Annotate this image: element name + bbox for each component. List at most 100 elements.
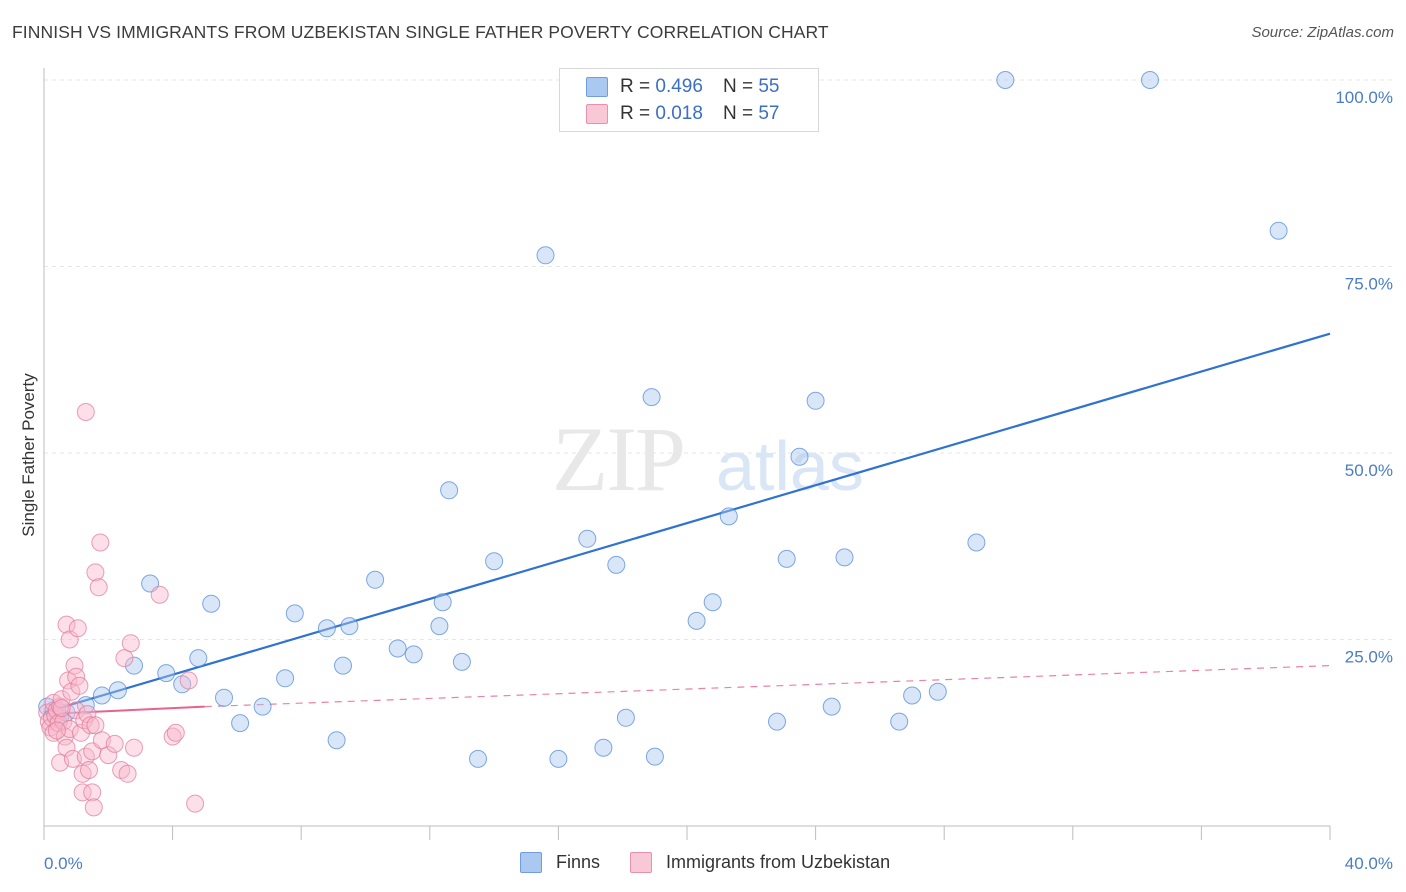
legend-n-label: N = <box>722 76 754 97</box>
point-finns <box>92 686 111 705</box>
point-finns <box>1141 71 1159 89</box>
y-tick-label: 50.0% <box>1345 461 1393 480</box>
y-tick-label: 100.0% <box>1335 88 1393 107</box>
point-finns <box>768 712 786 731</box>
point-finns <box>433 593 452 612</box>
point-finns <box>578 529 597 548</box>
point-finns <box>806 391 825 410</box>
gridlines <box>44 79 1395 640</box>
legend-r-value: 0.496 <box>655 76 703 97</box>
x-tick-label: 0.0% <box>44 854 83 873</box>
point-finns <box>616 708 635 727</box>
x-tick-label: 40.0% <box>1345 854 1393 873</box>
point-uzbekistan <box>57 615 76 634</box>
point-finns <box>996 71 1015 89</box>
point-uzbekistan <box>83 783 102 802</box>
point-finns <box>202 594 221 613</box>
point-finns <box>645 747 664 766</box>
point-uzbekistan <box>80 761 98 779</box>
point-uzbekistan <box>91 533 110 552</box>
point-uzbekistan <box>150 585 169 604</box>
point-finns <box>430 617 449 636</box>
legend-row-uzbekistan: R = 0.018 N = 57 <box>586 102 779 126</box>
point-uzbekistan <box>179 671 198 690</box>
point-finns <box>594 738 613 757</box>
point-uzbekistan <box>57 738 76 757</box>
legend-row-finns: R = 0.496 N = 55 <box>586 75 779 99</box>
point-finns <box>967 533 986 552</box>
legend-n-value: 57 <box>758 103 780 124</box>
point-finns <box>1269 221 1288 240</box>
point-finns <box>903 686 922 705</box>
point-finns <box>157 664 176 683</box>
tick-labels: 100.0% 75.0% 50.0% 25.0% 0.0% 40.0% <box>44 88 1393 873</box>
point-finns <box>452 652 471 671</box>
y-tick-label: 25.0% <box>1345 648 1393 667</box>
axes <box>43 68 1331 840</box>
point-finns <box>719 507 738 526</box>
point-finns <box>642 388 661 407</box>
legend-item-uzbekistan[interactable]: Immigrants from Uzbekistan <box>630 852 890 873</box>
trend-line-extended-uzbekistan <box>204 665 1331 708</box>
source-label: Source: ZipAtlas.com <box>1251 24 1394 41</box>
point-finns <box>215 688 233 707</box>
point-uzbekistan <box>86 716 105 735</box>
point-finns <box>549 749 568 768</box>
watermark: ZIP atlas <box>552 408 864 510</box>
point-finns <box>835 548 854 567</box>
chart-title: FINNISH VS IMMIGRANTS FROM UZBEKISTAN SI… <box>12 22 829 42</box>
point-finns <box>822 697 841 716</box>
point-finns <box>777 549 796 568</box>
point-finns <box>108 681 127 700</box>
legend-swatch-finns <box>586 77 608 97</box>
y-axis-title: Single Father Poverty <box>19 373 38 537</box>
point-finns <box>189 649 208 668</box>
point-uzbekistan <box>121 634 140 653</box>
point-finns <box>485 552 504 571</box>
point-uzbekistan <box>54 712 73 731</box>
point-finns <box>253 697 272 716</box>
point-uzbekistan <box>73 783 92 802</box>
point-finns <box>687 611 706 630</box>
point-uzbekistan <box>68 619 87 638</box>
point-finns <box>231 714 250 733</box>
legend-swatch-uzbekistan <box>630 852 653 873</box>
series-legend: Finns Immigrants from Uzbekistan <box>520 852 920 873</box>
point-uzbekistan <box>186 794 205 813</box>
point-finns <box>327 731 346 750</box>
stats-legend: R = 0.496 N = 55 R = 0.018 N = 57 <box>559 68 819 132</box>
point-uzbekistan <box>166 723 185 742</box>
legend-n-label: N = <box>722 103 754 124</box>
point-finns <box>790 447 809 466</box>
point-uzbekistan <box>81 716 100 735</box>
point-finns <box>607 555 626 574</box>
point-uzbekistan <box>52 699 71 718</box>
point-uzbekistan <box>70 676 89 695</box>
point-finns <box>285 604 304 623</box>
trend-line-uzbekistan <box>43 705 205 716</box>
point-finns <box>317 619 336 638</box>
legend-r-label: R = <box>620 76 651 97</box>
point-uzbekistan <box>86 563 105 582</box>
point-uzbekistan <box>99 746 118 765</box>
point-finns <box>125 656 143 675</box>
legend-swatch-finns <box>520 852 542 873</box>
legend-item-finns[interactable]: Finns <box>520 852 600 873</box>
point-finns <box>703 593 722 612</box>
trend-line-finns <box>43 332 1331 714</box>
point-finns <box>536 246 555 265</box>
point-uzbekistan <box>47 721 66 740</box>
point-uzbekistan <box>84 798 103 817</box>
point-finns <box>928 682 947 701</box>
point-finns <box>276 669 295 688</box>
legend-r-label: R = <box>620 103 651 124</box>
point-finns <box>404 645 423 664</box>
point-uzbekistan <box>89 578 108 597</box>
legend-n-value: 55 <box>758 76 780 97</box>
point-finns <box>340 617 359 636</box>
point-finns <box>440 481 459 500</box>
point-uzbekistan <box>118 764 137 783</box>
point-finns <box>388 639 407 658</box>
point-finns <box>366 570 385 589</box>
